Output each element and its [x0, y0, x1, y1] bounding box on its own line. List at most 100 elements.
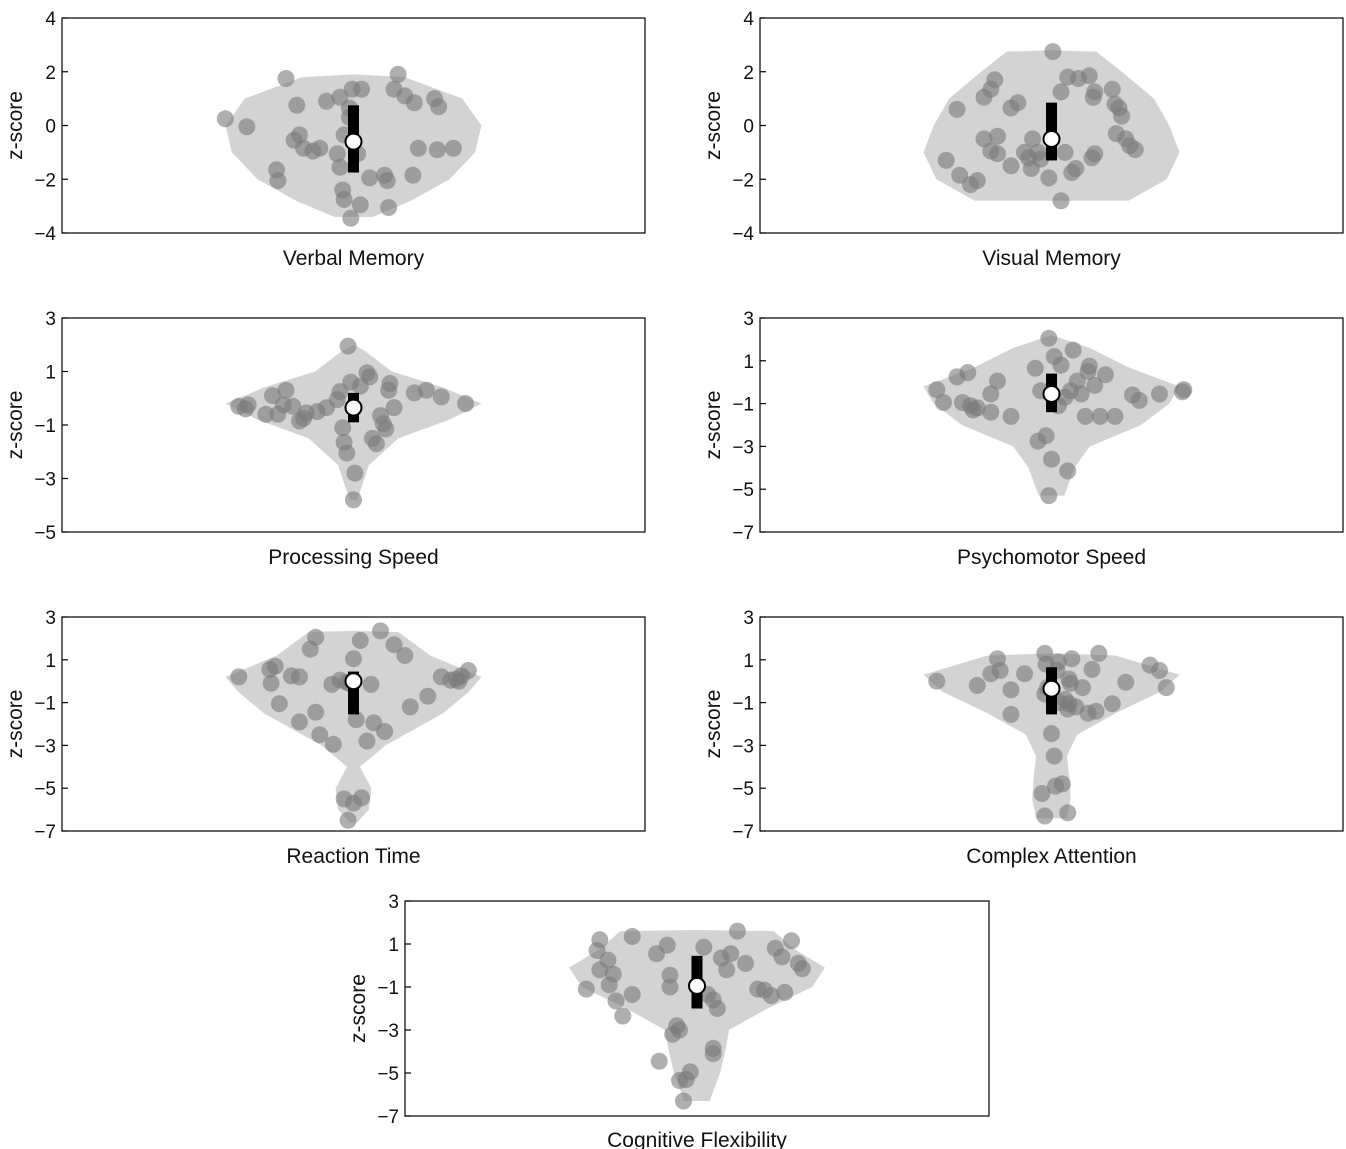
- data-point: [270, 695, 288, 713]
- data-point: [1113, 107, 1131, 125]
- data-point: [1080, 67, 1098, 85]
- data-point: [968, 677, 986, 694]
- data-point: [1083, 660, 1101, 678]
- data-point: [1126, 141, 1144, 159]
- median-marker: [1042, 129, 1061, 148]
- data-point: [623, 928, 641, 945]
- data-point: [307, 628, 325, 646]
- y-tick-label: 1: [45, 363, 56, 384]
- data-point: [328, 145, 346, 163]
- data-point: [291, 126, 308, 144]
- x-axis-label: Verbal Memory: [283, 247, 425, 270]
- data-point: [1103, 80, 1121, 98]
- y-tick-label: −4: [732, 224, 754, 245]
- y-tick-label: −2: [732, 170, 754, 191]
- data-point: [372, 622, 389, 640]
- data-point: [1002, 157, 1020, 175]
- data-point: [339, 337, 357, 355]
- data-point: [773, 948, 791, 966]
- y-tick-label: −5: [34, 523, 56, 544]
- y-tick-label: 3: [388, 892, 399, 913]
- axes-frame: [759, 616, 1344, 832]
- y-tick-label: −3: [732, 437, 754, 458]
- data-point: [1072, 385, 1090, 403]
- data-point: [239, 396, 257, 414]
- data-point: [291, 668, 308, 686]
- data-point: [396, 647, 414, 664]
- data-point: [1040, 487, 1058, 505]
- y-tick-label: −2: [34, 170, 56, 191]
- x-axis-label: Psychomotor Speed: [957, 546, 1146, 569]
- data-point: [1052, 83, 1070, 101]
- data-point: [1074, 679, 1091, 697]
- panel-reaction-time: −7 −5 −3 −1 1 3 z-score Reaction Time: [4, 608, 646, 868]
- y-tick-label: −3: [377, 1021, 399, 1042]
- data-point: [1130, 391, 1148, 409]
- y-tick-label: −1: [732, 694, 754, 715]
- panel-complex-attention: −7 −5 −3 −1 1 3 z-score Complex Attention: [702, 608, 1344, 868]
- data-point: [991, 662, 1009, 679]
- data-point: [1086, 376, 1104, 394]
- data-point: [1016, 665, 1033, 683]
- data-point: [346, 464, 364, 482]
- y-tick-label: −5: [34, 779, 56, 800]
- y-tick-label: −1: [732, 395, 754, 416]
- y-tick-label: 3: [45, 608, 56, 629]
- data-point: [334, 419, 352, 437]
- data-point: [269, 172, 287, 190]
- data-point: [353, 789, 371, 807]
- data-point: [704, 1039, 722, 1057]
- data-point: [1043, 725, 1060, 743]
- data-point: [376, 723, 394, 740]
- data-point: [722, 945, 740, 963]
- data-point: [948, 100, 966, 118]
- data-point: [968, 172, 986, 190]
- y-tick-label: −3: [34, 736, 56, 757]
- data-point: [428, 141, 446, 159]
- data-point: [989, 127, 1006, 145]
- y-tick-label: −7: [732, 523, 754, 544]
- median-marker: [1042, 679, 1061, 698]
- y-tick-label: −5: [732, 480, 754, 501]
- data-point: [405, 94, 423, 112]
- y-tick-label: 0: [45, 117, 56, 138]
- x-axis-label: Reaction Time: [286, 845, 420, 868]
- y-tick-label: 4: [45, 9, 56, 30]
- data-point: [358, 732, 376, 750]
- data-point: [450, 672, 468, 690]
- data-point: [986, 71, 1004, 89]
- data-point: [331, 158, 349, 176]
- y-axis-label: z-score: [347, 974, 370, 1043]
- data-point: [737, 954, 755, 972]
- axes-frame: [61, 616, 646, 832]
- data-point: [311, 726, 329, 744]
- data-point: [718, 961, 736, 979]
- y-tick-label: 3: [45, 309, 56, 330]
- data-point: [658, 936, 676, 954]
- data-point: [335, 190, 353, 208]
- y-tick-label: 1: [45, 651, 56, 672]
- data-point: [381, 375, 399, 392]
- y-axis-label: z-score: [702, 391, 725, 460]
- data-point: [291, 713, 308, 731]
- data-point: [600, 976, 618, 994]
- data-point: [793, 960, 811, 978]
- data-point: [1044, 43, 1062, 61]
- x-axis-label: Processing Speed: [268, 546, 438, 569]
- y-tick-label: −7: [732, 822, 754, 843]
- data-point: [266, 657, 284, 675]
- data-point: [1052, 192, 1070, 210]
- median-marker: [688, 976, 706, 995]
- data-point: [353, 80, 371, 98]
- data-point: [361, 169, 379, 187]
- data-point: [1151, 385, 1168, 403]
- panel-verbal-memory: −4 −2 0 2 4 z-score Verbal Memory: [4, 9, 646, 270]
- axes-frame: [404, 900, 990, 1117]
- y-axis-label: z-score: [4, 690, 27, 759]
- violin-body: [923, 335, 1180, 496]
- data-point: [661, 978, 679, 996]
- y-tick-label: 2: [45, 63, 56, 84]
- data-point: [577, 980, 595, 998]
- data-point: [661, 966, 679, 984]
